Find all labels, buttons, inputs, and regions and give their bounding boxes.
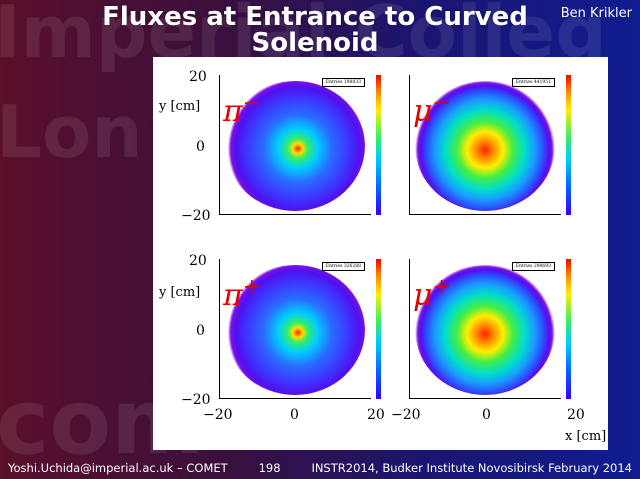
y-axis-label-bottom: y [cm]: [159, 285, 201, 300]
author-name: Ben Krikler: [560, 6, 632, 21]
particle-label: π+: [223, 275, 262, 313]
x-tick-left-20: 20: [367, 407, 385, 423]
plot-frame: [409, 259, 561, 399]
y-axis-label-top: y [cm]: [159, 99, 201, 114]
plot-frame: [409, 75, 561, 215]
particle-label: π−: [223, 91, 262, 129]
plot-pi-minus: Entries 198833 π−: [219, 75, 371, 215]
y-tick-top-0: 0: [196, 139, 205, 155]
color-scale: [566, 259, 571, 399]
footer-email: Yoshi.Uchida@imperial.ac.uk – COMET: [8, 461, 228, 475]
x-tick-right-20: 20: [567, 407, 585, 423]
footer-event: INSTR2014, Budker Institute Novosibirsk …: [311, 461, 632, 475]
y-tick-top-20: 20: [189, 69, 207, 85]
plot-mu-minus: Entries 441951 μ−: [409, 75, 561, 215]
color-scale: [376, 75, 381, 215]
x-tick-right-0: 0: [482, 407, 491, 423]
particle-label: μ+: [413, 275, 451, 313]
color-scale: [376, 259, 381, 399]
y-tick-bottom-neg20: −20: [181, 392, 211, 408]
x-tick-left-0: 0: [290, 407, 299, 423]
slide-title: Fluxes at Entrance to Curved Solenoid: [102, 2, 528, 58]
y-tick-bottom-20: 20: [189, 253, 207, 269]
entries-box: Entries 198833: [321, 78, 365, 87]
plot-mu-plus: Entries 298693 μ+: [409, 259, 561, 399]
flux-distribution: [225, 81, 365, 211]
y-tick-bottom-0: 0: [196, 323, 205, 339]
x-axis-label: x [cm]: [565, 429, 607, 444]
entries-box: Entries 441951: [511, 78, 555, 87]
entries-box: Entries 326288: [321, 262, 365, 271]
particle-label: μ−: [413, 91, 451, 129]
plot-frame: [219, 259, 371, 399]
flux-distribution: [225, 265, 365, 395]
color-scale: [566, 75, 571, 215]
slide-footer: Yoshi.Uchida@imperial.ac.uk – COMET 198 …: [8, 461, 632, 475]
page-number: 198: [258, 461, 281, 475]
background-watermark-2: Lon: [0, 90, 143, 174]
x-tick-right-neg20: −20: [391, 407, 421, 423]
plot-frame: [219, 75, 371, 215]
plot-pi-plus: Entries 326288 π+: [219, 259, 371, 399]
entries-box: Entries 298693: [511, 262, 555, 271]
y-tick-top-neg20: −20: [181, 208, 211, 224]
flux-figure: 20 0 −20 y [cm] 20 0 −20 y [cm] Entries …: [153, 57, 608, 450]
flux-distribution: [415, 81, 555, 211]
flux-distribution: [415, 265, 555, 395]
x-tick-left-neg20: −20: [203, 407, 233, 423]
